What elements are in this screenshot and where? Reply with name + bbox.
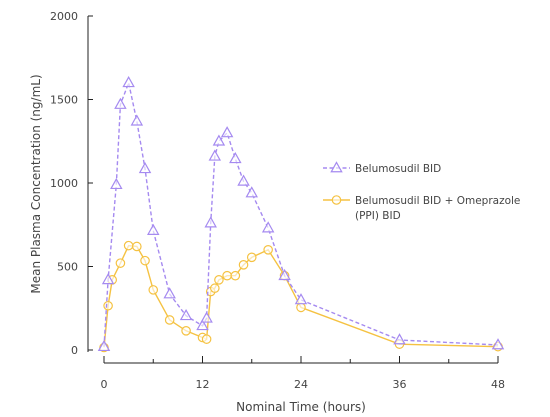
data-point [246, 252, 257, 263]
data-point [230, 270, 241, 281]
data-point [393, 333, 406, 345]
data-point [179, 308, 193, 321]
data-point [212, 134, 226, 146]
data-point [140, 255, 150, 266]
data-point [245, 186, 258, 198]
legend-label: Belumosudil BID + Omeprazole [355, 195, 520, 207]
legend: Belumosudil BID Belumosudil BID + Omepraz… [323, 161, 520, 222]
x-tick-label: 48 [491, 378, 505, 391]
data-point [222, 270, 232, 281]
data-point [122, 75, 135, 88]
data-point [208, 149, 222, 161]
data-point [163, 287, 176, 299]
data-point [261, 221, 275, 233]
y-tick-label: 1500 [50, 94, 78, 107]
data-point [237, 174, 250, 186]
x-ticks: 0 12 24 36 48 [101, 356, 505, 391]
data-point [263, 245, 273, 255]
axes: 0 500 1000 1500 2000 0 12 24 36 48 [50, 10, 505, 391]
data-point [229, 151, 242, 164]
legend-marker [331, 195, 342, 205]
y-tick-label: 2000 [50, 10, 78, 23]
plot-area [97, 75, 505, 353]
data-point [214, 275, 224, 285]
data-point [97, 339, 111, 352]
data-point [123, 240, 134, 251]
data-point [296, 302, 306, 313]
data-point [110, 177, 123, 190]
data-point [103, 300, 113, 311]
data-point [115, 258, 126, 268]
data-point [148, 285, 159, 295]
legend-label: Belumosudil BID [355, 163, 441, 175]
data-point [130, 114, 144, 126]
x-tick-label: 36 [393, 378, 407, 391]
data-point [147, 223, 160, 235]
data-point [294, 293, 308, 305]
data-point [201, 334, 212, 344]
data-point [138, 161, 152, 174]
data-point [114, 97, 127, 109]
data-point [220, 126, 234, 138]
data-point [101, 273, 115, 285]
data-point [200, 311, 213, 323]
data-point [181, 325, 191, 336]
x-tick-label: 0 [101, 378, 108, 391]
y-axis-title: Mean Plasma Concentration (ng/mL) [29, 74, 43, 293]
legend-item-0: Belumosudil BID [323, 161, 441, 175]
data-point [196, 318, 209, 331]
y-tick-label: 0 [71, 344, 78, 357]
data-point [164, 315, 175, 325]
data-point [204, 216, 217, 228]
data-point [210, 283, 220, 294]
legend-item-1: Belumosudil BID + Omeprazole (PPI) BID [323, 195, 520, 222]
data-point [132, 241, 142, 252]
legend-marker [330, 161, 343, 173]
x-tick-label: 12 [196, 378, 210, 391]
y-tick-label: 500 [57, 261, 78, 274]
data-point [278, 268, 291, 281]
data-point [491, 338, 505, 350]
x-axis-title: Nominal Time (hours) [236, 400, 366, 414]
y-ticks: 0 500 1000 1500 2000 [50, 10, 93, 357]
series-0 [97, 75, 505, 352]
data-point [238, 260, 249, 270]
x-tick-label: 24 [294, 378, 308, 391]
y-tick-label: 1000 [50, 177, 78, 190]
legend-label: (PPI) BID [355, 210, 401, 222]
